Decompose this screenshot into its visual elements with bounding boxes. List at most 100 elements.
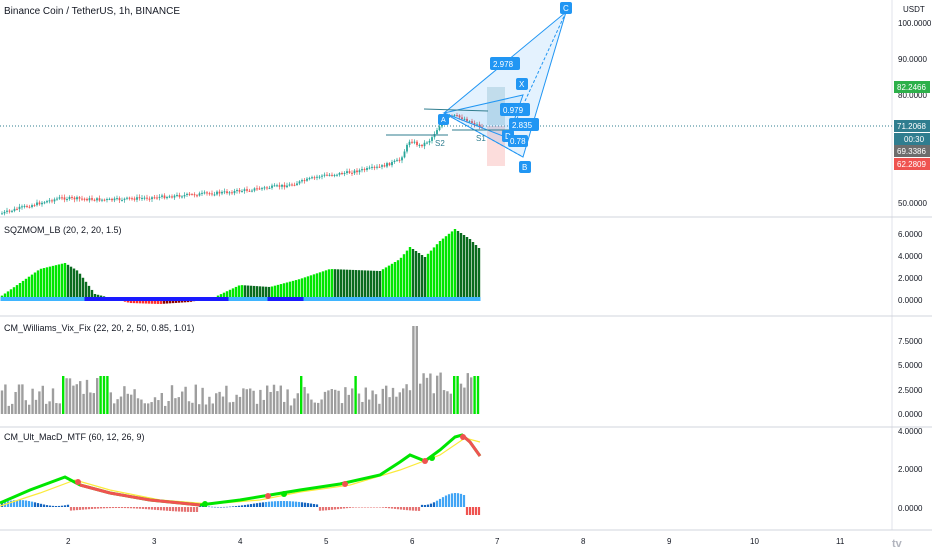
vix-histogram bbox=[0, 326, 480, 414]
squeeze-dot bbox=[477, 297, 481, 301]
time-label: 2 bbox=[66, 537, 71, 546]
squeeze-dot bbox=[99, 297, 103, 301]
macd-hist-bar bbox=[201, 505, 205, 507]
candle bbox=[183, 195, 186, 197]
vix-bar bbox=[242, 388, 245, 414]
candle bbox=[428, 140, 431, 143]
macd-hist-bar bbox=[123, 507, 127, 509]
time-label: 11 bbox=[836, 537, 845, 546]
macd-hist-bar bbox=[453, 493, 457, 507]
macd-hist-bar bbox=[189, 507, 193, 512]
candle bbox=[93, 199, 96, 201]
squeeze-bar bbox=[30, 274, 34, 299]
xd-line bbox=[507, 11, 567, 139]
squeeze-bar bbox=[462, 235, 466, 299]
price-axis[interactable]: USDT 100.0000 90.0000 80.0000 50.0000 82… bbox=[894, 5, 932, 208]
vix-bar bbox=[92, 393, 95, 414]
candle bbox=[176, 194, 178, 196]
macd-hist-bar bbox=[294, 501, 298, 507]
tradingview-logo[interactable]: tv bbox=[892, 538, 903, 550]
squeeze-dot bbox=[438, 297, 442, 301]
candle bbox=[251, 190, 253, 192]
candle bbox=[83, 198, 86, 200]
macd-hist-bar bbox=[390, 507, 394, 509]
harmonic-pattern[interactable]: S2 S1 C X A D B 2.978 0.979 2.835 0.78 bbox=[386, 2, 572, 173]
macd-hist-bar bbox=[246, 504, 250, 507]
squeeze-dot bbox=[348, 297, 352, 301]
squeeze-dot bbox=[270, 297, 274, 301]
vix-bar bbox=[262, 399, 265, 414]
point-b-text: B bbox=[522, 163, 527, 172]
macd-hist-bar bbox=[414, 507, 418, 511]
candle bbox=[226, 191, 228, 194]
candle bbox=[201, 192, 203, 194]
macd-hist-bar bbox=[309, 503, 313, 507]
squeeze-bar bbox=[93, 294, 97, 299]
candle bbox=[231, 192, 233, 194]
candle bbox=[216, 191, 218, 195]
vix-bar bbox=[198, 404, 201, 414]
macd-hist-bar bbox=[42, 504, 46, 507]
vix-bar bbox=[337, 390, 340, 414]
candle bbox=[401, 157, 403, 161]
vix-bar bbox=[374, 394, 378, 414]
macd-hist-bar bbox=[474, 507, 478, 515]
vix-bar bbox=[405, 384, 408, 414]
macd-hist-bar bbox=[282, 501, 286, 507]
macd-hist-bar bbox=[153, 507, 157, 510]
squeeze-dot bbox=[408, 297, 412, 301]
candle bbox=[286, 185, 288, 188]
vix-bar bbox=[252, 390, 255, 414]
candle bbox=[221, 191, 223, 194]
macd-hist-bar bbox=[252, 503, 256, 507]
squeeze-bar bbox=[9, 289, 13, 299]
squeeze-dot bbox=[447, 297, 451, 301]
ratio-label bbox=[509, 118, 539, 131]
vix-bar bbox=[449, 393, 452, 414]
vix-bar bbox=[351, 388, 354, 414]
macd-hist-bar bbox=[216, 506, 220, 508]
squeeze-dot bbox=[24, 297, 28, 301]
squeeze-bar bbox=[471, 242, 475, 299]
squeeze-bar bbox=[279, 284, 283, 299]
candle bbox=[238, 190, 241, 192]
candle bbox=[131, 198, 133, 200]
macd-hist-bar bbox=[375, 507, 379, 508]
candle bbox=[308, 178, 311, 180]
squeeze-bar bbox=[363, 270, 367, 299]
squeeze-dot bbox=[129, 297, 133, 301]
squeeze-dot bbox=[78, 297, 82, 301]
squeeze-dot bbox=[27, 297, 31, 301]
macd-hist-bar bbox=[84, 507, 88, 510]
macd-hist-bar bbox=[234, 506, 238, 507]
macd-hist-bar bbox=[381, 507, 385, 508]
macd-hist-bar bbox=[75, 507, 79, 511]
squeeze-bar bbox=[336, 269, 340, 299]
squeeze-dot bbox=[318, 297, 322, 301]
squeeze-dot bbox=[369, 297, 373, 301]
macd-cross-dot bbox=[265, 493, 271, 499]
vix-bar bbox=[58, 403, 61, 414]
candle bbox=[351, 172, 353, 174]
vix-bar bbox=[218, 391, 221, 414]
ratio-label bbox=[500, 103, 530, 116]
candle bbox=[371, 166, 373, 168]
squeeze-dot bbox=[375, 297, 379, 301]
macd-hist-bar bbox=[147, 507, 151, 510]
squeeze-dot bbox=[165, 297, 169, 301]
squeeze-bar bbox=[135, 299, 139, 304]
squeeze-dot bbox=[192, 297, 196, 301]
time-axis[interactable]: 2 3 4 5 6 7 8 9 10 11 bbox=[66, 537, 845, 546]
macd-hist-bar bbox=[36, 503, 40, 507]
squeeze-bar bbox=[90, 289, 94, 299]
squeeze-bar bbox=[147, 299, 151, 304]
squeeze-bar bbox=[417, 253, 421, 299]
squeeze-bar bbox=[477, 248, 481, 299]
squeeze-dot bbox=[117, 297, 121, 301]
macd-hist-bar bbox=[114, 507, 118, 509]
squeeze-bar bbox=[372, 270, 376, 299]
candle bbox=[1, 213, 3, 215]
vix-bar bbox=[170, 385, 174, 414]
vix-bar bbox=[126, 393, 129, 414]
squeeze-dot bbox=[72, 297, 76, 301]
